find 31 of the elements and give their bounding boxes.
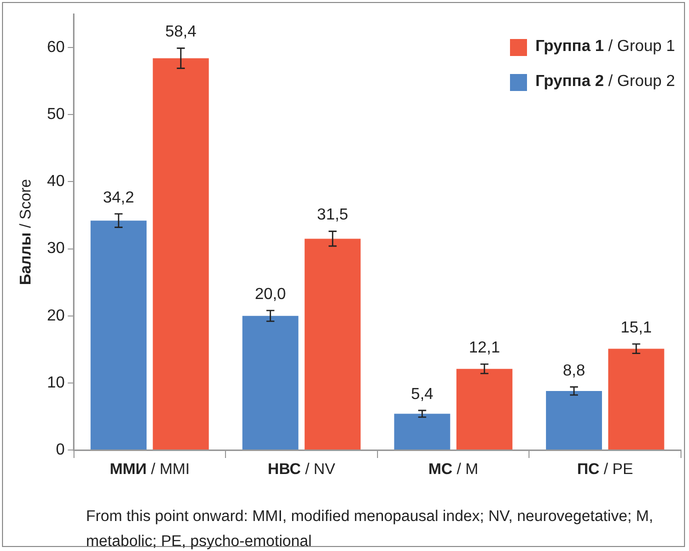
bar: [152, 58, 209, 450]
data-label: 12,1: [468, 340, 500, 357]
y-tick-label: 60: [47, 38, 65, 56]
y-axis-title: Баллы / Score: [17, 178, 34, 286]
bar: [304, 238, 361, 450]
bar: [394, 414, 450, 450]
y-tick-label: 50: [47, 106, 65, 124]
y-tick-label: 0: [56, 441, 65, 458]
x-tick-label: ПС / PE: [577, 461, 634, 478]
bar: [608, 348, 664, 450]
data-label: 58,4: [165, 24, 196, 41]
text: From this point onward: MMI, modified menopausal index; NV, neurovegetative; M, metabolic; PE, psycho-emotional: [86, 507, 654, 551]
y-tick-label: 30: [47, 240, 65, 258]
data-label: 8,8: [562, 362, 586, 380]
x-tick-label: НВС / NV: [268, 461, 336, 478]
data-label: 20,0: [254, 286, 286, 303]
y-tick-label: 20: [47, 307, 65, 324]
legend-label: Группа 2 / Group 2: [535, 73, 675, 91]
data-label: 15,1: [620, 319, 652, 336]
legend-label: Группа 1 / Group 1: [535, 38, 675, 56]
x-tick-label: ММИ / MMI: [110, 461, 190, 478]
x-tick-label: МС / M: [428, 461, 478, 478]
data-label: 5,4: [411, 386, 434, 403]
bar: [90, 220, 147, 450]
data-label: 31,5: [317, 206, 348, 224]
y-tick-label: 10: [47, 374, 65, 392]
data-label: 34,2: [103, 189, 134, 206]
y-tick-label: 40: [47, 173, 65, 190]
bar: [546, 390, 602, 450]
bar: [242, 316, 298, 450]
bar: [456, 368, 512, 450]
